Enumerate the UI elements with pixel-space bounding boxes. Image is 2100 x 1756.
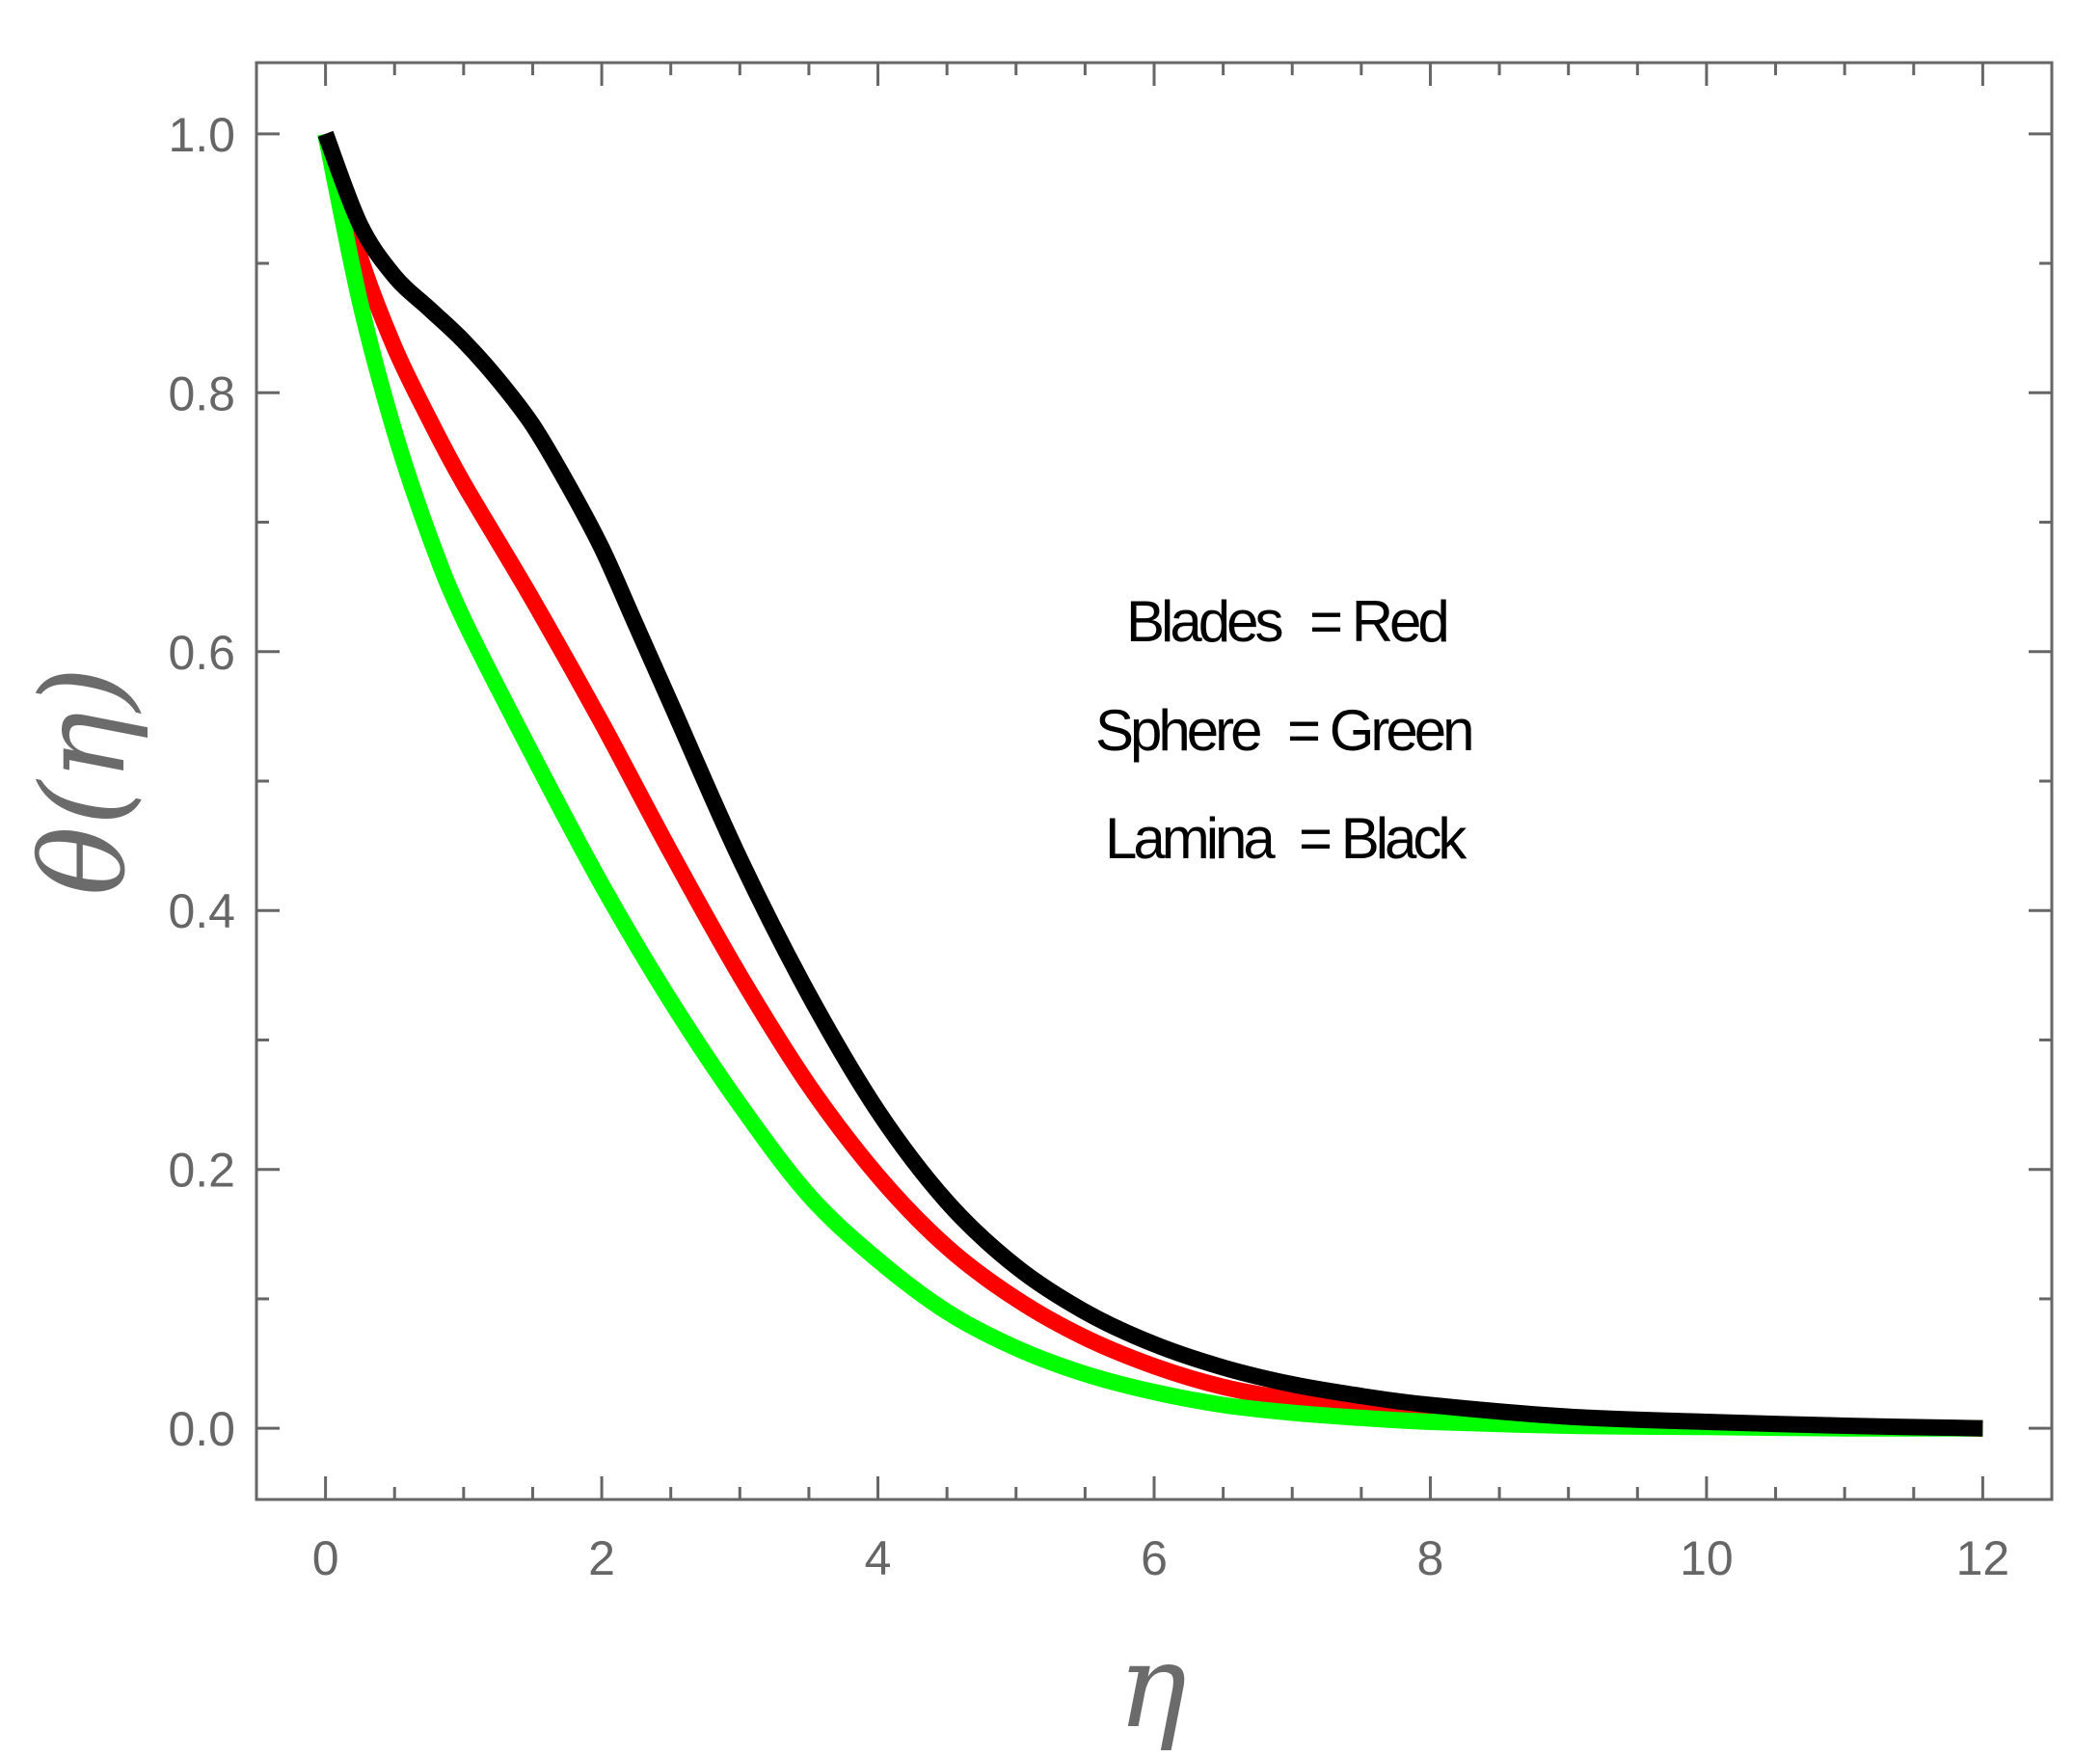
annotation-sphere-name: Sphere — [1095, 698, 1260, 763]
y-tick-label: 0.2 — [168, 1144, 235, 1198]
y-tick-label: 0.4 — [168, 884, 235, 938]
annotation-blades-name: Blades — [1126, 589, 1281, 654]
tick-marks — [256, 63, 2052, 1499]
annotation-sphere-eq: = Green — [1287, 698, 1471, 763]
y-axis-title: θ(η) — [17, 666, 151, 896]
x-tick-label: 8 — [1417, 1531, 1444, 1585]
x-tick-label: 0 — [312, 1531, 339, 1585]
plot-frame — [255, 61, 2054, 1501]
y-tick-label: 1.0 — [168, 108, 235, 162]
x-axis-title: η — [1117, 1620, 1187, 1754]
series-black-line — [317, 130, 1983, 1437]
series-red-line — [317, 131, 1983, 1437]
x-tick-label: 10 — [1680, 1531, 1734, 1585]
annotation-legend: Blades = Red Sphere = Green Lamina = Bla… — [1095, 589, 1475, 871]
y-tick-label: 0.6 — [168, 626, 235, 680]
annotation-lamina-eq: = Black — [1299, 806, 1467, 871]
y-tick-label: 0.0 — [168, 1402, 235, 1456]
series-layer — [317, 130, 1983, 1437]
x-tick-label: 2 — [588, 1531, 615, 1585]
annotation-blades-eq: = Red — [1309, 589, 1446, 654]
series-green-line — [317, 132, 1983, 1437]
x-tick-label: 4 — [865, 1531, 892, 1585]
x-tick-label: 6 — [1141, 1531, 1168, 1585]
tick-labels: 0 2 4 6 8 10 12 0.0 0.2 0.4 0.6 0.8 1.0 — [168, 108, 2009, 1585]
x-tick-label: 12 — [1956, 1531, 2010, 1585]
y-tick-label: 0.8 — [168, 366, 235, 420]
annotation-lamina-name: Lamina — [1105, 806, 1276, 871]
